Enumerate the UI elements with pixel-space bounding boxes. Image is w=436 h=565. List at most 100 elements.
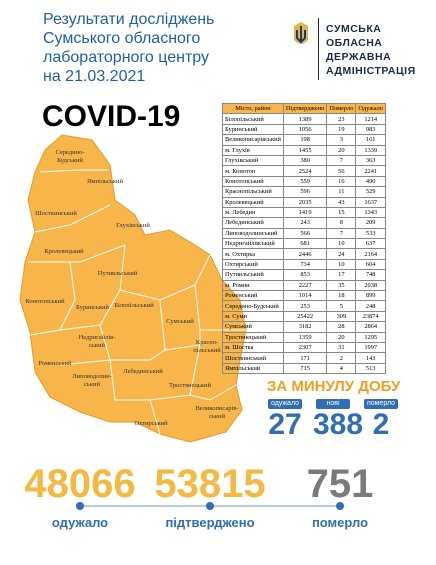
- cell-number: 1389: [282, 113, 328, 125]
- cell-name: Середино-Будський: [222, 300, 284, 312]
- cell-name: Буринський: [222, 123, 284, 136]
- cell-number: 15: [326, 206, 357, 219]
- cell-number: 734: [282, 258, 328, 271]
- cell-name: м. Ромни: [222, 279, 284, 292]
- cell-number: 513: [355, 362, 386, 375]
- row: Охтирський 734 10 604: [222, 258, 386, 271]
- cell-number: 1997: [355, 341, 386, 354]
- row: м. Шостка 2307 31 1997: [222, 341, 386, 354]
- cell-number: 8: [326, 217, 357, 229]
- row: м. Глухів 1455 20 1339: [222, 144, 386, 156]
- cell-number: 243: [282, 217, 328, 229]
- cell-number: 56: [326, 165, 357, 177]
- cell-number: 2307: [282, 341, 328, 354]
- cell-number: 2241: [355, 165, 386, 177]
- cell-number: 171: [282, 352, 328, 364]
- daily-value: 2: [372, 408, 390, 441]
- cell-number: 19: [326, 123, 357, 136]
- map-label: Глухівський: [116, 222, 150, 229]
- title-line: Сумського обласного: [43, 30, 201, 47]
- cell-number: 529: [355, 186, 386, 198]
- row: Середино-Будський 253 5 248: [222, 300, 386, 312]
- cell-name: Тростянецький: [222, 331, 284, 344]
- cell-number: 2164: [355, 248, 386, 260]
- row: Ямпільський 715 4 513: [222, 362, 386, 375]
- cell-name: Глухівський: [222, 154, 284, 167]
- cell-name: Білопільський: [222, 113, 284, 125]
- cell-number: 4: [326, 362, 357, 375]
- cell-number: 20: [326, 331, 357, 344]
- cell-number: 2864: [355, 321, 386, 333]
- cell-number: 1419: [282, 206, 328, 219]
- cell-number: 10: [326, 258, 357, 271]
- cell-number: 17: [326, 269, 357, 281]
- map-label: Тростянецький: [169, 382, 211, 389]
- cell-number: 681: [282, 238, 328, 250]
- cell-name: Роменський: [222, 290, 284, 302]
- cell-number: 25422: [282, 310, 328, 323]
- cell-name: Конотопський: [222, 175, 284, 188]
- map-label: Буринський: [76, 304, 109, 311]
- table-wrap: Місто, район Підтверджено Померло Одужало Бі…: [222, 102, 386, 375]
- logo-line: АДМІНІСТРАЦІЯ: [326, 65, 416, 77]
- cell-name: Краснопільський: [222, 186, 284, 198]
- total-label: підтверджено: [165, 515, 255, 530]
- title-line: лабораторного центру: [43, 49, 210, 66]
- map-label: Сумський: [166, 318, 194, 325]
- cell-name: м. Охтирка: [222, 248, 284, 260]
- row: Сумський 3182 28 2864: [222, 321, 386, 333]
- map-label: Ямпільський: [87, 178, 123, 185]
- cell-number: 559: [282, 175, 328, 188]
- logo-line: ОБЛАСНА: [326, 37, 383, 49]
- divider: [318, 18, 319, 80]
- cell-number: 490: [355, 175, 386, 188]
- cell-number: 1359: [282, 331, 328, 344]
- row: Кролевецький 2035 43 1637: [222, 196, 386, 208]
- cell-number: 31: [326, 341, 357, 354]
- logo-line: СУМСЬКА: [326, 23, 382, 35]
- row: Глухівський 380 7 363: [222, 154, 386, 167]
- cell-number: 23874: [355, 310, 386, 323]
- cell-name: Шосткинський: [222, 352, 284, 364]
- total-label: померло: [311, 515, 369, 530]
- cell-number: 20: [326, 144, 357, 156]
- map-label: Недригайлів-ський: [78, 334, 116, 349]
- map-label: Великописарів-ський: [195, 405, 239, 420]
- cell-name: м. Лебедин: [222, 206, 284, 219]
- cell-number: 248: [355, 300, 386, 312]
- map-label: Лебединський: [123, 368, 163, 375]
- cell-number: 18: [326, 290, 357, 302]
- map-label: Липоводолин-ський: [72, 373, 112, 388]
- cell-number: 2446: [282, 248, 328, 260]
- cell-number: 596: [282, 186, 328, 198]
- cell-number: 7: [326, 154, 357, 167]
- cell-number: 853: [282, 269, 328, 281]
- row: Роменський 1014 18 899: [222, 290, 386, 302]
- cell-number: 1339: [355, 144, 386, 156]
- cell-number: 983: [355, 123, 386, 136]
- cell-number: 2: [326, 352, 357, 364]
- daily-title: ЗА МИНУЛУ ДОБУ: [267, 378, 401, 395]
- cell-name: м. Суми: [222, 310, 284, 323]
- cell-number: 380: [282, 154, 328, 167]
- cell-name: Липоводолинський: [222, 227, 284, 240]
- column-header: Померло: [326, 102, 357, 115]
- cell-number: 1295: [355, 331, 386, 344]
- cell-number: 1455: [282, 144, 328, 156]
- cell-name: Ямпільський: [222, 362, 284, 375]
- total-label: одужало: [51, 515, 109, 530]
- column-header: Одужало: [355, 102, 386, 115]
- row: Тростянецький 1359 20 1295: [222, 331, 386, 344]
- row: м. Лебедин 1419 15 1343: [222, 206, 386, 219]
- cell-number: 5: [326, 300, 357, 312]
- row: Липоводолинський 566 7 533: [222, 227, 386, 240]
- cell-name: Недригайлівський: [222, 238, 284, 250]
- row: Путивльський 853 17 748: [222, 269, 386, 281]
- cell-number: 1014: [282, 290, 328, 302]
- daily-label: одужало: [268, 399, 302, 409]
- cell-name: Сумський: [222, 321, 284, 333]
- cell-number: 637: [355, 238, 386, 250]
- cell-number: 7: [326, 227, 357, 240]
- emblem: [294, 22, 308, 44]
